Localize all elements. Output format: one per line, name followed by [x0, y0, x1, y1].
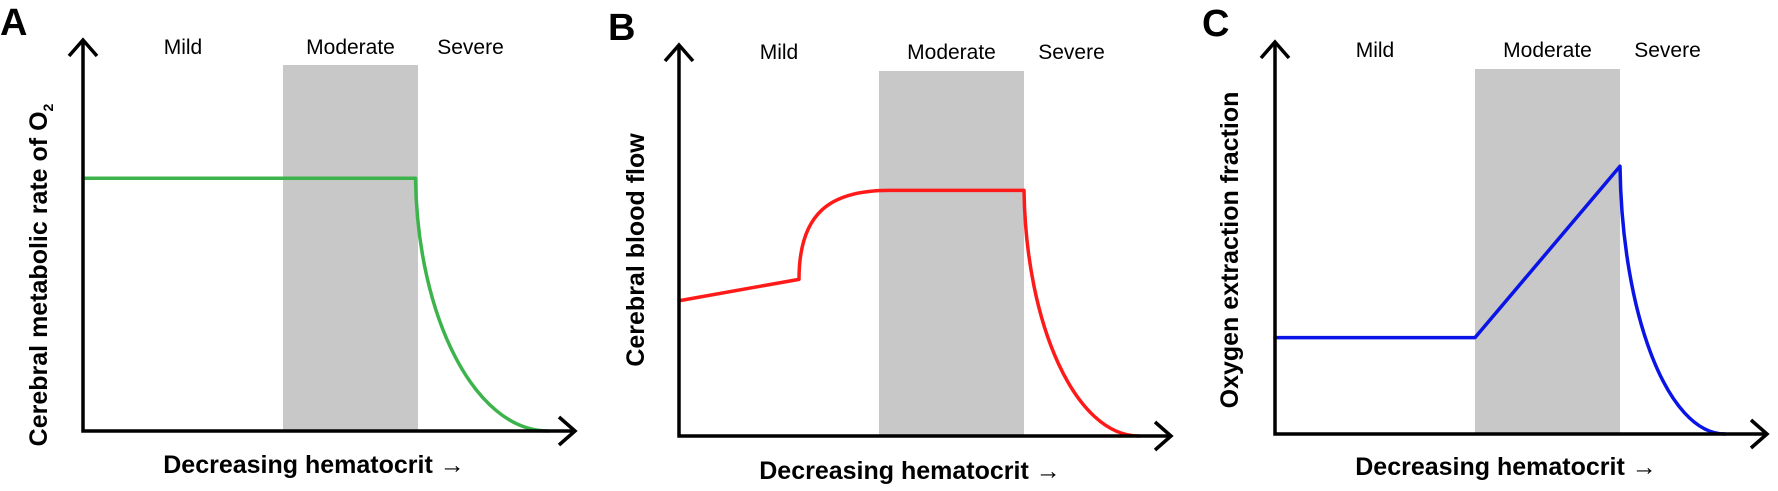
- region-label-severe: Severe: [437, 36, 504, 59]
- axes: [81, 40, 575, 433]
- x-axis-label: Decreasing hematocrit →: [163, 451, 465, 479]
- series-line-cmro2: [81, 176, 550, 433]
- panel-letter: C: [1202, 3, 1229, 45]
- region-label-mild: Mild: [760, 41, 799, 64]
- y-axis-label: Cerebral metabolic rate of O2: [25, 103, 56, 446]
- axes: [1273, 42, 1767, 436]
- x-axis-arrowhead: [1153, 420, 1174, 452]
- shaded-region: [283, 65, 418, 431]
- region-label-severe: Severe: [1634, 39, 1701, 62]
- panel-b: Mild Moderate Severe B Decreasing hematocrit…: [596, 0, 1191, 491]
- region-label-moderate: Moderate: [306, 36, 395, 59]
- y-axis-label-subscript: 2: [40, 103, 56, 111]
- region-label-severe: Severe: [1038, 41, 1105, 64]
- chart-c: Mild Moderate Severe C Decreasing hematocrit…: [1202, 3, 1770, 481]
- y-axis-arrowhead: [663, 42, 695, 63]
- y-axis-label: Oxygen extraction fraction: [1216, 92, 1244, 409]
- panel-a: Mild Moderate Severe A Decreasing hematocrit…: [0, 0, 595, 491]
- shaded-region: [879, 71, 1024, 436]
- y-axis-label: Cerebral blood flow: [622, 133, 650, 367]
- y-axis-arrowhead: [67, 37, 99, 58]
- region-label-moderate: Moderate: [907, 41, 996, 64]
- x-axis-label: Decreasing hematocrit →: [1355, 453, 1657, 481]
- panel-letter: B: [608, 7, 635, 49]
- x-axis-arrowhead: [557, 415, 578, 447]
- axes: [677, 45, 1171, 438]
- region-label-mild: Mild: [1356, 39, 1395, 62]
- region-label-mild: Mild: [164, 36, 203, 59]
- panel-c: Mild Moderate Severe C Decreasing hematocrit…: [1192, 0, 1778, 491]
- x-axis-label: Decreasing hematocrit →: [759, 457, 1061, 485]
- series-line-oef: [1273, 164, 1727, 436]
- series-line-cbf: [677, 188, 1141, 438]
- x-axis-arrowhead: [1749, 418, 1770, 450]
- y-axis-arrowhead: [1259, 39, 1291, 60]
- region-label-moderate: Moderate: [1503, 39, 1592, 62]
- chart-b: Mild Moderate Severe B Decreasing hematocrit…: [608, 7, 1174, 485]
- chart-a: Mild Moderate Severe A Decreasing hematocrit…: [0, 2, 578, 479]
- panel-letter: A: [0, 2, 27, 44]
